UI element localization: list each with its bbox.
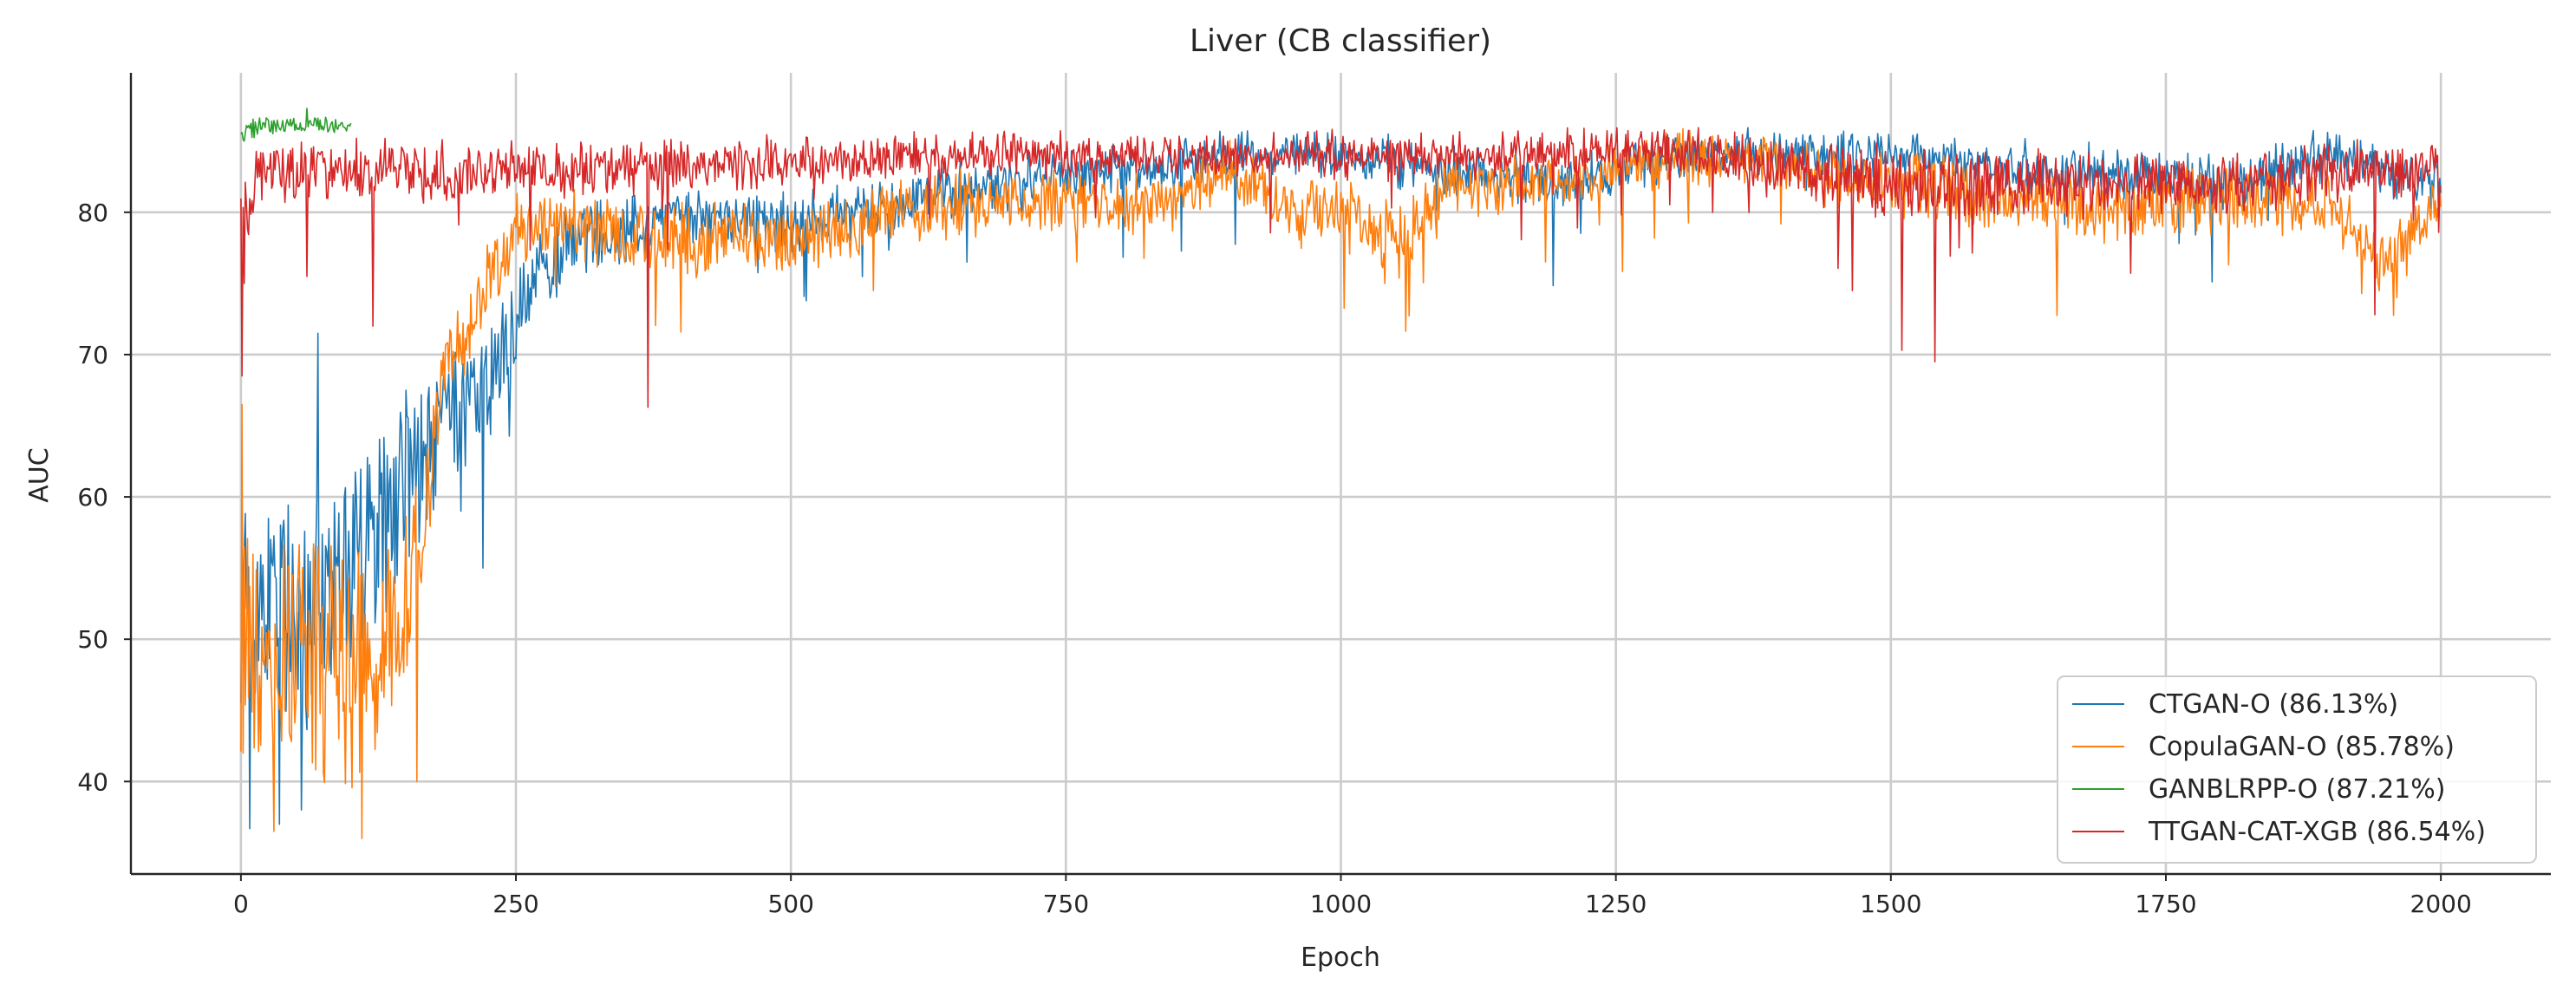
chart-title: Liver (CB classifier)	[1190, 23, 1491, 59]
legend-entry-label: CTGAN-O (86.13%)	[2149, 689, 2398, 720]
x-tick-label: 1750	[2135, 890, 2196, 918]
series-line-1	[240, 127, 2442, 830]
legend-entry-label: GANBLRPP-O (87.21%)	[2149, 774, 2445, 805]
y-tick-label: 80	[77, 199, 108, 227]
x-tick-label: 1000	[1310, 890, 1372, 918]
y-tick-label: 50	[77, 625, 108, 654]
series-line-3	[240, 108, 352, 142]
legend: CTGAN-O (86.13%) CopulaGAN-O (85.78%) GANB…	[2057, 675, 2537, 864]
x-tick-label: 1250	[1585, 890, 1647, 918]
series-line-4	[240, 127, 2442, 408]
x-tick-label: 1500	[1860, 890, 1921, 918]
y-tick-label: 60	[77, 483, 108, 512]
x-tick-label: 250	[492, 890, 538, 918]
y-axis-label: AUC	[24, 447, 55, 502]
legend-entry-label: CopulaGAN-O (85.78%)	[2149, 732, 2455, 762]
legend-box	[2057, 675, 2537, 864]
x-axis-label: Epoch	[1301, 943, 1380, 973]
x-tick-label: 2000	[2410, 890, 2472, 918]
tick-labels: 0 250 500 750 1000 1250 1500 1750 2000 40 50 60 70 80	[77, 199, 2471, 918]
series-lines	[240, 108, 2442, 839]
legend-entry-label: TTGAN-CAT-XGB (86.54%)	[2148, 817, 2486, 847]
y-tick-label: 70	[77, 341, 108, 369]
y-tick-label: 40	[77, 767, 108, 796]
x-tick-label: 500	[767, 890, 813, 918]
x-tick-label: 750	[1043, 890, 1089, 918]
x-tick-label: 0	[233, 890, 249, 918]
